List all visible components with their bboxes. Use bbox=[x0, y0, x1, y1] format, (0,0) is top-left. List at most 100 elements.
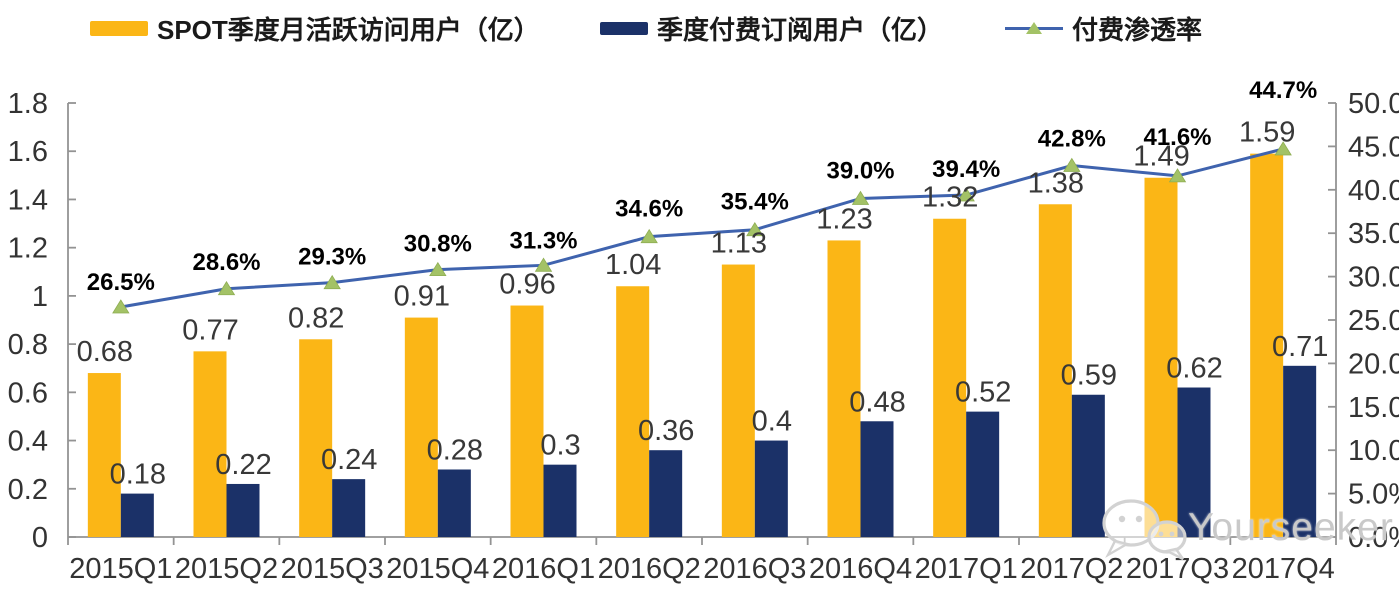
bar-mau bbox=[616, 286, 650, 537]
watermark-text: Yourseeker bbox=[1188, 506, 1394, 549]
subscribers-value-label: 0.18 bbox=[110, 459, 166, 491]
bar-subscribers bbox=[437, 469, 471, 537]
mau-value-label: 0.68 bbox=[77, 336, 133, 368]
subscribers-value-label: 0.24 bbox=[321, 444, 377, 476]
left-axis-tick-label: 0.2 bbox=[8, 474, 48, 506]
subscribers-value-label: 0.3 bbox=[540, 430, 580, 462]
right-axis-tick-label: 5.0% bbox=[1348, 479, 1399, 511]
left-axis-tick-label: 0.8 bbox=[8, 329, 48, 361]
right-axis-tick-label: 25.0% bbox=[1348, 305, 1399, 337]
bar-subscribers bbox=[966, 411, 1000, 537]
right-axis-tick-label: 50.0% bbox=[1348, 88, 1399, 120]
bar-mau bbox=[510, 305, 544, 537]
left-axis-tick-label: 1.4 bbox=[8, 184, 48, 216]
bar-subscribers bbox=[649, 450, 683, 537]
penetration-point-marker bbox=[323, 274, 341, 290]
mau-value-label: 1.32 bbox=[922, 182, 978, 214]
x-axis-category-label: 2015Q1 bbox=[69, 553, 172, 585]
bar-subscribers bbox=[226, 483, 260, 537]
penetration-pct-label: 44.7% bbox=[1249, 77, 1317, 104]
legend-swatch-yellow-bar-icon bbox=[90, 21, 148, 36]
penetration-point-marker bbox=[957, 187, 975, 202]
bar-mau bbox=[87, 373, 121, 537]
x-axis-category-label: 2016Q2 bbox=[598, 553, 701, 585]
subscribers-value-label: 0.62 bbox=[1166, 353, 1222, 385]
bar-mau bbox=[193, 351, 227, 537]
bar-mau bbox=[1250, 153, 1284, 537]
penetration-pct-label: 26.5% bbox=[87, 269, 155, 296]
bar-mau bbox=[1144, 177, 1178, 537]
legend-item-mau: SPOT季度月活跃访问用户（亿） bbox=[90, 10, 540, 47]
bar-mau bbox=[933, 218, 967, 537]
triangle-marker-icon bbox=[1026, 21, 1042, 34]
penetration-pct-label: 41.6% bbox=[1143, 124, 1211, 151]
bar-subscribers bbox=[332, 479, 366, 537]
bar-subscribers bbox=[543, 464, 577, 537]
penetration-line bbox=[120, 147, 1284, 309]
left-axis-tick-label: 1.8 bbox=[8, 88, 48, 120]
mau-value-label: 1.23 bbox=[816, 203, 872, 235]
penetration-pct-label: 29.3% bbox=[298, 244, 366, 271]
penetration-pct-label: 39.4% bbox=[932, 156, 1000, 183]
right-axis-tick-label: 45.0% bbox=[1348, 131, 1399, 163]
right-axis-tick-label: 40.0% bbox=[1348, 175, 1399, 207]
x-axis-category-label: 2015Q4 bbox=[386, 553, 489, 585]
x-axis-category-label: 2015Q3 bbox=[281, 553, 384, 585]
penetration-point-marker bbox=[746, 221, 764, 237]
right-axis-tick-label: 0.0% bbox=[1348, 522, 1399, 554]
bar-subscribers bbox=[1177, 387, 1211, 537]
mau-value-label: 0.96 bbox=[499, 269, 555, 301]
subscribers-value-label: 0.52 bbox=[955, 377, 1011, 409]
legend-label-penetration: 付费渗透率 bbox=[1072, 15, 1203, 45]
subscribers-value-label: 0.71 bbox=[1272, 331, 1328, 363]
mau-value-label: 1.13 bbox=[711, 228, 767, 260]
subscribers-value-label: 0.36 bbox=[638, 415, 694, 447]
x-axis-category-label: 2017Q3 bbox=[1126, 553, 1229, 585]
subscribers-value-label: 0.59 bbox=[1061, 360, 1117, 392]
bar-subscribers bbox=[120, 493, 154, 537]
x-axis-category-label: 2017Q1 bbox=[915, 553, 1018, 585]
bar-mau bbox=[721, 264, 755, 537]
penetration-point-marker bbox=[1063, 157, 1081, 172]
legend-item-penetration: 付费渗透率 bbox=[1005, 10, 1202, 47]
bar-subscribers bbox=[1283, 365, 1317, 537]
left-axis-tick-label: 0.6 bbox=[8, 377, 48, 409]
right-axis-tick-label: 35.0% bbox=[1348, 218, 1399, 250]
bar-mau bbox=[827, 240, 861, 537]
left-axis-tick-label: 0.4 bbox=[8, 426, 48, 458]
x-axis-category-label: 2016Q3 bbox=[703, 553, 806, 585]
penetration-point-marker bbox=[1168, 168, 1187, 183]
penetration-point-marker bbox=[112, 299, 130, 314]
penetration-pct-label: 34.6% bbox=[615, 196, 683, 223]
bar-subscribers bbox=[860, 421, 894, 537]
penetration-pct-label: 31.3% bbox=[509, 227, 577, 254]
penetration-pct-label: 28.6% bbox=[192, 249, 260, 276]
penetration-point-marker bbox=[217, 280, 236, 296]
legend-item-subscribers: 季度付费订阅用户（亿） bbox=[600, 10, 943, 47]
right-axis-tick-label: 20.0% bbox=[1348, 348, 1399, 380]
right-axis-tick-label: 30.0% bbox=[1348, 262, 1399, 294]
mau-value-label: 0.91 bbox=[394, 281, 450, 313]
bar-subscribers bbox=[1071, 394, 1105, 537]
subscribers-value-label: 0.22 bbox=[215, 449, 271, 481]
left-axis-tick-label: 0 bbox=[32, 522, 48, 554]
mau-value-label: 0.82 bbox=[288, 302, 344, 334]
mau-value-label: 1.59 bbox=[1239, 117, 1295, 149]
left-axis-tick-label: 1 bbox=[32, 281, 48, 313]
bar-subscribers bbox=[754, 440, 788, 537]
subscribers-value-label: 0.48 bbox=[849, 386, 905, 418]
mau-value-label: 1.38 bbox=[1028, 167, 1084, 199]
penetration-point-marker bbox=[1274, 141, 1292, 156]
penetration-point-marker bbox=[640, 228, 658, 244]
x-axis-category-label: 2016Q4 bbox=[809, 553, 912, 585]
right-axis-tick-label: 10.0% bbox=[1348, 435, 1399, 467]
bar-mau bbox=[1038, 204, 1072, 537]
right-axis-tick-label: 15.0% bbox=[1348, 392, 1399, 424]
mau-value-label: 0.77 bbox=[182, 314, 238, 346]
left-axis-tick-label: 1.6 bbox=[8, 136, 48, 168]
left-axis-tick-label: 1.2 bbox=[8, 233, 48, 265]
bar-mau bbox=[299, 339, 333, 537]
legend-swatch-line-marker-icon bbox=[1005, 21, 1063, 34]
